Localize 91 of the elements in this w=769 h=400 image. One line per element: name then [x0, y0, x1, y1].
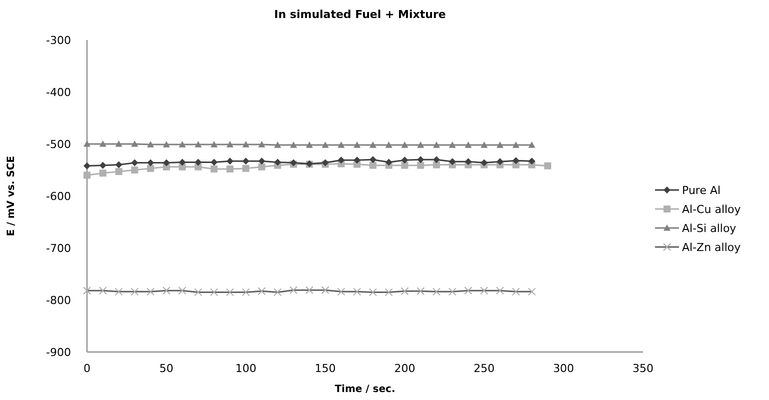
point [512, 142, 520, 148]
y-tick-label: -400 [46, 86, 71, 99]
point [210, 141, 218, 148]
point [528, 158, 536, 165]
point [84, 172, 90, 179]
point [131, 166, 138, 174]
point [162, 159, 170, 166]
x-tick-label: 0 [84, 362, 90, 375]
point [131, 140, 138, 147]
point [242, 141, 250, 148]
point [210, 165, 218, 172]
x-axis-title: Time / sec. [334, 384, 396, 395]
point [84, 140, 90, 147]
point [369, 162, 376, 169]
point [131, 159, 138, 166]
y-tick-label: -300 [46, 34, 71, 47]
point [162, 141, 170, 148]
x-tick-label: 200 [394, 362, 416, 375]
point [385, 142, 392, 148]
point [480, 142, 488, 148]
point [417, 162, 424, 169]
point [147, 159, 154, 166]
point [274, 142, 282, 148]
point [448, 142, 456, 148]
x-tick-label: 300 [553, 362, 574, 375]
point [369, 156, 376, 164]
point [338, 142, 345, 148]
point [178, 158, 186, 166]
point [226, 141, 234, 148]
point [194, 158, 202, 166]
point [528, 142, 536, 148]
x-tick-label: 350 [632, 362, 654, 375]
x-tick-label: 50 [159, 362, 174, 375]
legend-label: Al-Zn alloy [682, 241, 742, 254]
point [290, 142, 298, 148]
y-axis-title: E / mV vs. SCE [6, 156, 17, 236]
chart-title: In simulated Fuel + Mixture [274, 8, 446, 21]
x-tick-label: 150 [314, 362, 336, 375]
point [178, 141, 186, 148]
point [432, 161, 440, 168]
point [544, 162, 552, 170]
point [226, 165, 234, 172]
point [258, 158, 266, 165]
point [464, 158, 472, 166]
point [258, 163, 266, 170]
point [115, 140, 122, 147]
point [194, 141, 202, 148]
point [99, 170, 106, 177]
point [99, 162, 106, 169]
point [448, 158, 456, 166]
legend-label: Al-Cu alloy [682, 203, 742, 216]
point [369, 142, 376, 148]
point [274, 158, 282, 166]
point [258, 141, 266, 148]
x-tick-label: 100 [235, 362, 256, 375]
y-tick-label: -900 [46, 346, 71, 359]
point [338, 156, 345, 164]
point [401, 162, 408, 169]
point [99, 140, 106, 147]
point [226, 158, 234, 165]
y-tick-label: -600 [46, 190, 71, 203]
point [432, 156, 440, 164]
point [432, 142, 440, 148]
point [385, 158, 392, 166]
point [401, 142, 408, 148]
point [306, 142, 313, 148]
y-tick-label: -700 [46, 242, 71, 255]
point [496, 142, 504, 148]
point [84, 162, 90, 170]
point [417, 142, 424, 148]
point [147, 164, 154, 172]
y-tick-label: -800 [46, 294, 71, 307]
point [115, 168, 122, 176]
y-tick-label: -500 [46, 138, 71, 151]
point [194, 163, 202, 170]
legend-label: Pure Al [682, 184, 721, 197]
x-tick-label: 250 [474, 362, 495, 375]
point [242, 158, 250, 165]
point [210, 158, 218, 166]
point [354, 156, 361, 164]
legend-label: Al-Si alloy [682, 222, 737, 235]
point [242, 164, 250, 172]
point [354, 142, 361, 148]
point [496, 158, 504, 166]
point [401, 156, 408, 164]
point [322, 142, 329, 148]
point [464, 142, 472, 148]
point [417, 156, 424, 164]
point [512, 157, 520, 164]
point [115, 161, 122, 168]
point [147, 141, 154, 148]
